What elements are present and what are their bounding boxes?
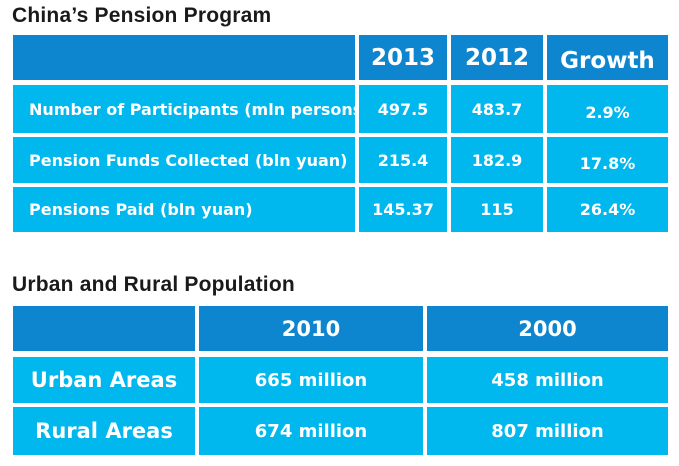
- pension-header-2012: 2012: [451, 35, 543, 80]
- pension-cell-funds-collected-2013: 215.4: [359, 137, 447, 183]
- pension-table-title: China’s Pension Program: [12, 4, 272, 27]
- population-cell-urban-2000: 458 million: [427, 357, 668, 403]
- population-header-2000: 2000: [427, 306, 668, 351]
- pension-cell-participants-2013: 497.5: [359, 85, 447, 133]
- pension-header-2013: 2013: [359, 35, 447, 80]
- pension-cell-participants-2012: 483.7: [451, 85, 543, 133]
- pension-cell-pensions-paid-2013: 145.37: [359, 187, 447, 232]
- population-table-title: Urban and Rural Population: [12, 273, 295, 296]
- pension-cell-funds-collected-growth: 17.8%: [547, 137, 668, 183]
- pension-row-label-participants: Number of Participants (mln persons): [13, 85, 355, 133]
- population-cell-urban-2010: 665 million: [199, 357, 423, 403]
- pension-cell-pensions-paid-2012: 115: [451, 187, 543, 232]
- pension-header-growth: Growth: [547, 35, 668, 80]
- population-row-label-rural: Rural Areas: [13, 407, 195, 455]
- population-header-corner: [13, 306, 195, 351]
- pension-cell-pensions-paid-growth: 26.4%: [547, 187, 668, 232]
- pension-row-label-pensions-paid: Pensions Paid (bln yuan): [13, 187, 355, 232]
- population-cell-rural-2000: 807 million: [427, 407, 668, 455]
- population-cell-rural-2010: 674 million: [199, 407, 423, 455]
- population-header-2010: 2010: [199, 306, 423, 351]
- population-row-label-urban: Urban Areas: [13, 357, 195, 403]
- pension-cell-funds-collected-2012: 182.9: [451, 137, 543, 183]
- pension-header-corner: [13, 35, 355, 80]
- pension-row-label-funds-collected: Pension Funds Collected (bln yuan): [13, 137, 355, 183]
- pension-cell-participants-growth: 2.9%: [547, 85, 668, 133]
